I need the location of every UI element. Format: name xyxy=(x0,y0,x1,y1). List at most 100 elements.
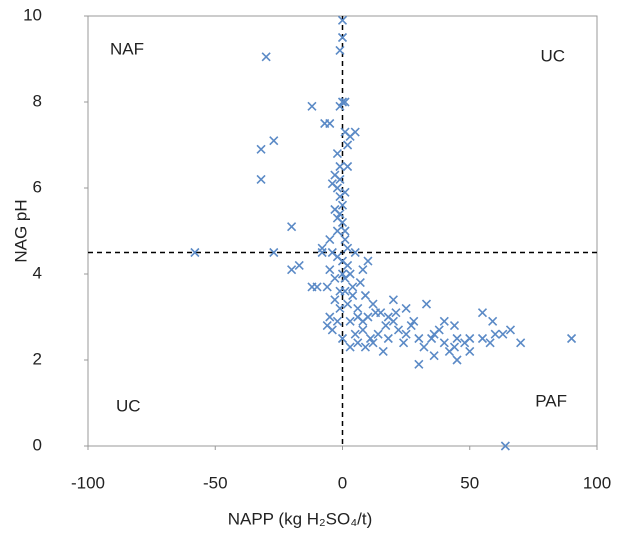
data-point xyxy=(325,118,335,129)
data-point xyxy=(393,325,404,335)
data-point xyxy=(465,346,475,356)
data-point xyxy=(337,269,348,279)
data-point xyxy=(337,32,348,43)
data-point xyxy=(325,265,335,275)
data-point xyxy=(421,299,432,309)
data-point xyxy=(330,295,340,305)
data-point xyxy=(287,222,297,232)
quadrant-label: PAF xyxy=(535,391,567,410)
data-point xyxy=(353,338,363,348)
data-point xyxy=(566,333,577,344)
y-tick-label: 10 xyxy=(23,5,42,24)
data-point xyxy=(465,333,475,344)
y-tick-label: 4 xyxy=(33,263,42,282)
data-point xyxy=(335,45,345,55)
data-point xyxy=(332,183,342,193)
data-point xyxy=(340,286,350,296)
x-tick-label: -100 xyxy=(71,473,105,492)
quadrant-label: UC xyxy=(540,46,565,65)
data-point xyxy=(429,351,439,361)
x-tick-label: -50 xyxy=(203,473,228,492)
data-point xyxy=(335,101,345,111)
data-point xyxy=(307,101,317,111)
data-point xyxy=(449,342,460,352)
data-point xyxy=(388,316,398,326)
data-point xyxy=(256,144,266,154)
data-point xyxy=(452,333,462,344)
data-point xyxy=(343,161,353,172)
data-point xyxy=(419,342,429,352)
data-point xyxy=(335,209,345,219)
data-point xyxy=(452,355,462,365)
data-point xyxy=(348,282,358,292)
data-point xyxy=(337,217,348,227)
data-point xyxy=(383,333,393,344)
data-point xyxy=(353,303,363,313)
data-point xyxy=(340,235,350,245)
data-point xyxy=(477,308,488,318)
data-point xyxy=(294,260,304,270)
data-point xyxy=(439,316,449,326)
quadrant-label: UC xyxy=(116,396,141,415)
data-point xyxy=(345,342,355,352)
data-point xyxy=(488,316,498,326)
data-point xyxy=(429,329,439,339)
data-point xyxy=(449,321,460,331)
data-point xyxy=(269,136,279,146)
data-point xyxy=(190,247,200,258)
data-point xyxy=(350,247,360,258)
data-point xyxy=(399,338,409,348)
data-point xyxy=(358,265,368,275)
data-point xyxy=(332,226,342,236)
data-point xyxy=(363,312,373,322)
data-point xyxy=(381,321,391,331)
data-point xyxy=(337,15,348,25)
data-point xyxy=(335,303,345,313)
data-point xyxy=(485,338,495,348)
data-point xyxy=(401,329,411,339)
data-point xyxy=(337,200,348,210)
data-point xyxy=(391,308,401,318)
data-point xyxy=(340,226,350,236)
data-point xyxy=(348,290,358,301)
data-point xyxy=(388,295,398,305)
data-point xyxy=(498,329,508,339)
data-point xyxy=(358,325,368,335)
data-point xyxy=(256,174,266,184)
x-tick-label: 0 xyxy=(338,473,347,492)
y-tick-label: 8 xyxy=(33,91,42,110)
data-point xyxy=(505,325,516,335)
data-point xyxy=(371,308,381,318)
data-point xyxy=(343,243,353,253)
data-point xyxy=(332,149,342,159)
data-point xyxy=(355,278,365,288)
data-point xyxy=(332,316,342,326)
data-point xyxy=(327,325,337,335)
data-point xyxy=(345,316,355,326)
y-tick-label: 6 xyxy=(33,177,42,196)
data-point xyxy=(490,329,500,339)
data-point xyxy=(337,97,348,107)
data-point xyxy=(337,333,348,344)
data-point xyxy=(373,329,383,339)
data-point xyxy=(516,338,526,348)
data-point xyxy=(340,187,350,197)
data-point xyxy=(427,333,437,344)
y-tick-label: 0 xyxy=(33,435,42,454)
data-point xyxy=(368,338,378,348)
data-point xyxy=(414,359,424,369)
data-point xyxy=(345,269,355,279)
data-point xyxy=(335,174,345,184)
x-tick-label: 100 xyxy=(583,473,611,492)
data-point xyxy=(343,260,353,270)
data-point xyxy=(378,346,388,356)
data-point xyxy=(261,52,271,62)
data-point xyxy=(330,273,340,283)
data-point xyxy=(343,140,353,150)
data-point xyxy=(322,282,332,292)
data-point xyxy=(477,333,488,344)
data-point xyxy=(365,333,376,344)
data-point xyxy=(343,299,353,309)
data-point xyxy=(350,329,360,339)
